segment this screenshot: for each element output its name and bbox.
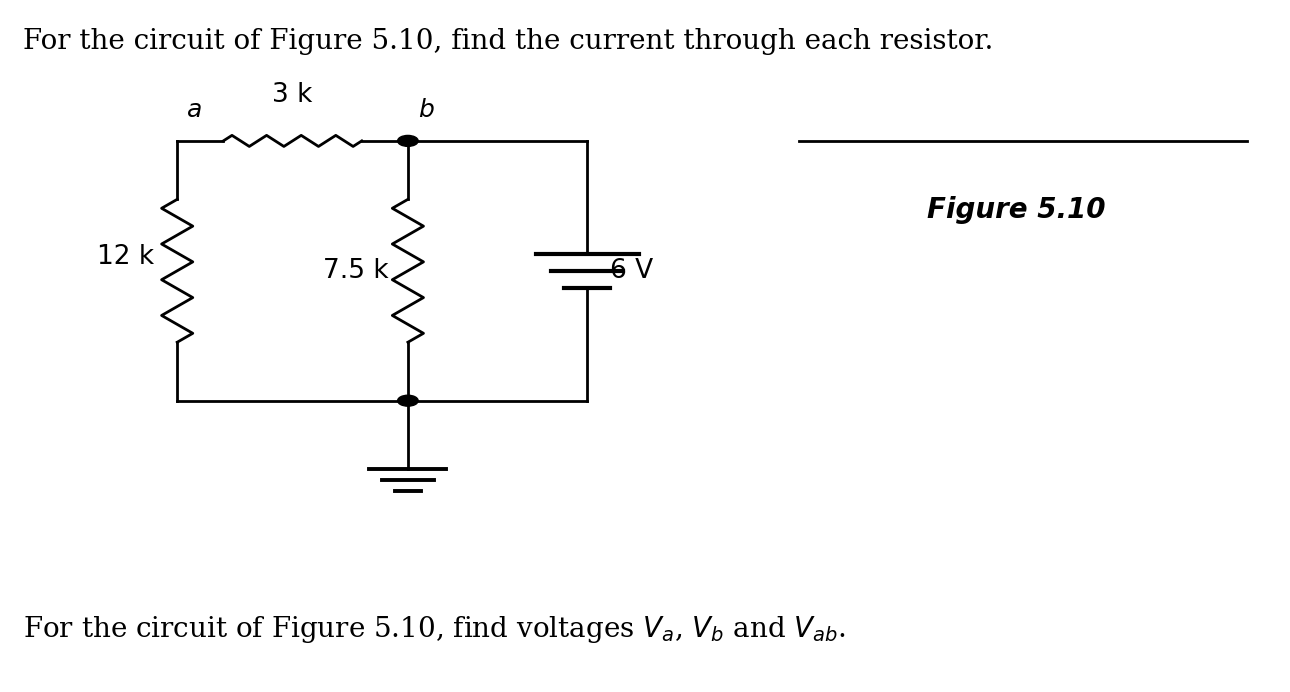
- Circle shape: [397, 136, 418, 147]
- Text: Figure 5.10: Figure 5.10: [928, 196, 1106, 224]
- Text: For the circuit of Figure 5.10, find voltages $V_a$, $V_b$ and $V_{ab}$.: For the circuit of Figure 5.10, find vol…: [23, 614, 846, 645]
- Text: 3 k: 3 k: [272, 82, 312, 108]
- Text: For the circuit of Figure 5.10, find the current through each resistor.: For the circuit of Figure 5.10, find the…: [23, 28, 993, 55]
- Text: 7.5 k: 7.5 k: [322, 258, 388, 284]
- Circle shape: [397, 395, 418, 406]
- Text: a: a: [187, 98, 203, 122]
- Text: 6 V: 6 V: [610, 258, 654, 284]
- Text: b: b: [418, 98, 433, 122]
- Text: 12 k: 12 k: [97, 244, 154, 270]
